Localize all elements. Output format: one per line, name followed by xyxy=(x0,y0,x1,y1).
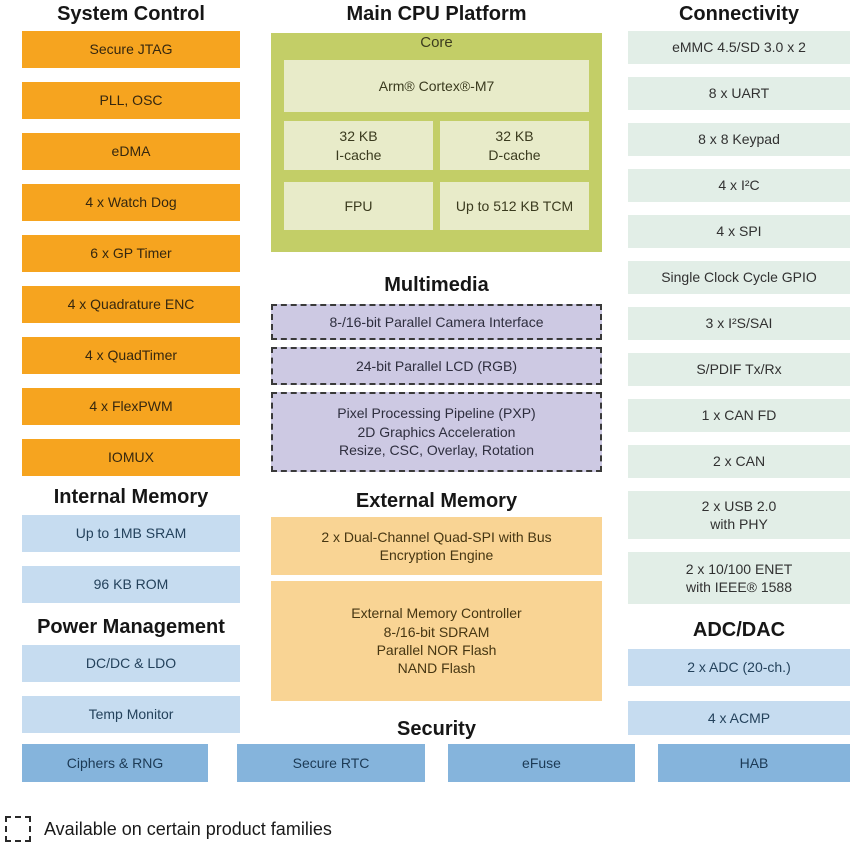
block-enet: 2 x 10/100 ENET with IEEE® 1588 xyxy=(628,552,850,604)
block-secure-jtag: Secure JTAG xyxy=(22,31,240,68)
header-external-memory: External Memory xyxy=(355,490,518,512)
block-usb: 2 x USB 2.0 with PHY xyxy=(628,491,850,539)
block-iomux: IOMUX xyxy=(22,439,240,476)
block-cpu-core-group: Core Arm® Cortex®-M7 32 KB I-cache 32 KB… xyxy=(271,33,602,252)
block-quadrature-enc: 4 x Quadrature ENC xyxy=(22,286,240,323)
header-power-management: Power Management xyxy=(37,616,225,638)
block-spdif: S/PDIF Tx/Rx xyxy=(628,353,850,386)
block-spi: 4 x SPI xyxy=(628,215,850,248)
external-memory-blocks: 2 x Dual-Channel Quad-SPI with Bus Encry… xyxy=(271,517,602,701)
block-gpio: Single Clock Cycle GPIO xyxy=(628,261,850,294)
block-temp-monitor: Temp Monitor xyxy=(22,696,240,733)
system-control-blocks: Secure JTAG PLL, OSC eDMA 4 x Watch Dog … xyxy=(22,31,240,476)
block-edma: eDMA xyxy=(22,133,240,170)
header-main-cpu-platform: Main CPU Platform xyxy=(346,3,527,25)
block-fpu: FPU xyxy=(284,182,433,230)
column-connectivity: Connectivity eMMC 4.5/SD 3.0 x 2 8 x UAR… xyxy=(628,0,850,735)
block-sram: Up to 1MB SRAM xyxy=(22,515,240,552)
block-pxp: Pixel Processing Pipeline (PXP) 2D Graph… xyxy=(271,392,602,472)
block-i2c: 4 x I²C xyxy=(628,169,850,202)
header-adc-dac: ADC/DAC xyxy=(692,619,786,641)
block-acmp: 4 x ACMP xyxy=(628,701,850,735)
header-connectivity: Connectivity xyxy=(678,3,800,25)
block-i2s-sai: 3 x I²S/SAI xyxy=(628,307,850,340)
legend-label: Available on certain product families xyxy=(44,819,332,839)
block-flexpwm: 4 x FlexPWM xyxy=(22,388,240,425)
block-rom: 96 KB ROM xyxy=(22,566,240,603)
block-efuse: eFuse xyxy=(448,744,635,782)
dashed-box-icon xyxy=(5,816,31,842)
block-emmc-sd: eMMC 4.5/SD 3.0 x 2 xyxy=(628,31,850,64)
block-can: 2 x CAN xyxy=(628,445,850,478)
multimedia-blocks: 8-/16-bit Parallel Camera Interface 24-b… xyxy=(271,304,602,472)
block-can-fd: 1 x CAN FD xyxy=(628,399,850,432)
header-multimedia: Multimedia xyxy=(384,274,489,296)
adc-dac-blocks: 2 x ADC (20-ch.) 4 x ACMP xyxy=(628,649,850,735)
block-quadtimer: 4 x QuadTimer xyxy=(22,337,240,374)
block-tcm: Up to 512 KB TCM xyxy=(440,182,589,230)
block-watchdog: 4 x Watch Dog xyxy=(22,184,240,221)
column-main-cpu: Main CPU Platform Core Arm® Cortex®-M7 3… xyxy=(271,0,602,741)
column-system-control: System Control Secure JTAG PLL, OSC eDMA… xyxy=(22,0,240,733)
block-adc: 2 x ADC (20-ch.) xyxy=(628,649,850,686)
header-security: Security xyxy=(397,718,476,740)
block-icache: 32 KB I-cache xyxy=(284,121,433,170)
block-parallel-lcd: 24-bit Parallel LCD (RGB) xyxy=(271,347,602,385)
bottom-security-row: Ciphers & RNG Secure RTC eFuse HAB xyxy=(0,744,850,782)
block-cortex-m7: Arm® Cortex®-M7 xyxy=(284,60,589,112)
connectivity-blocks: eMMC 4.5/SD 3.0 x 2 8 x UART 8 x 8 Keypa… xyxy=(628,31,850,604)
block-dcache: 32 KB D-cache xyxy=(440,121,589,170)
block-gp-timer: 6 x GP Timer xyxy=(22,235,240,272)
power-management-blocks: DC/DC & LDO Temp Monitor xyxy=(22,645,240,733)
block-pll-osc: PLL, OSC xyxy=(22,82,240,119)
block-keypad: 8 x 8 Keypad xyxy=(628,123,850,156)
block-secure-rtc: Secure RTC xyxy=(237,744,425,782)
internal-memory-blocks: Up to 1MB SRAM 96 KB ROM xyxy=(22,515,240,603)
cpu-cache-row: 32 KB I-cache 32 KB D-cache xyxy=(284,121,589,170)
cpu-fpu-row: FPU Up to 512 KB TCM xyxy=(284,182,589,230)
block-quadspi: 2 x Dual-Channel Quad-SPI with Bus Encry… xyxy=(271,517,602,575)
block-camera-interface: 8-/16-bit Parallel Camera Interface xyxy=(271,304,602,340)
header-internal-memory: Internal Memory xyxy=(53,486,209,508)
block-hab: HAB xyxy=(658,744,850,782)
block-dcdc-ldo: DC/DC & LDO xyxy=(22,645,240,682)
block-external-memory-controller: External Memory Controller 8-/16-bit SDR… xyxy=(271,581,602,701)
label-core: Core xyxy=(420,34,453,51)
header-system-control: System Control xyxy=(57,3,205,25)
block-ciphers-rng: Ciphers & RNG xyxy=(22,744,208,782)
block-uart: 8 x UART xyxy=(628,77,850,110)
